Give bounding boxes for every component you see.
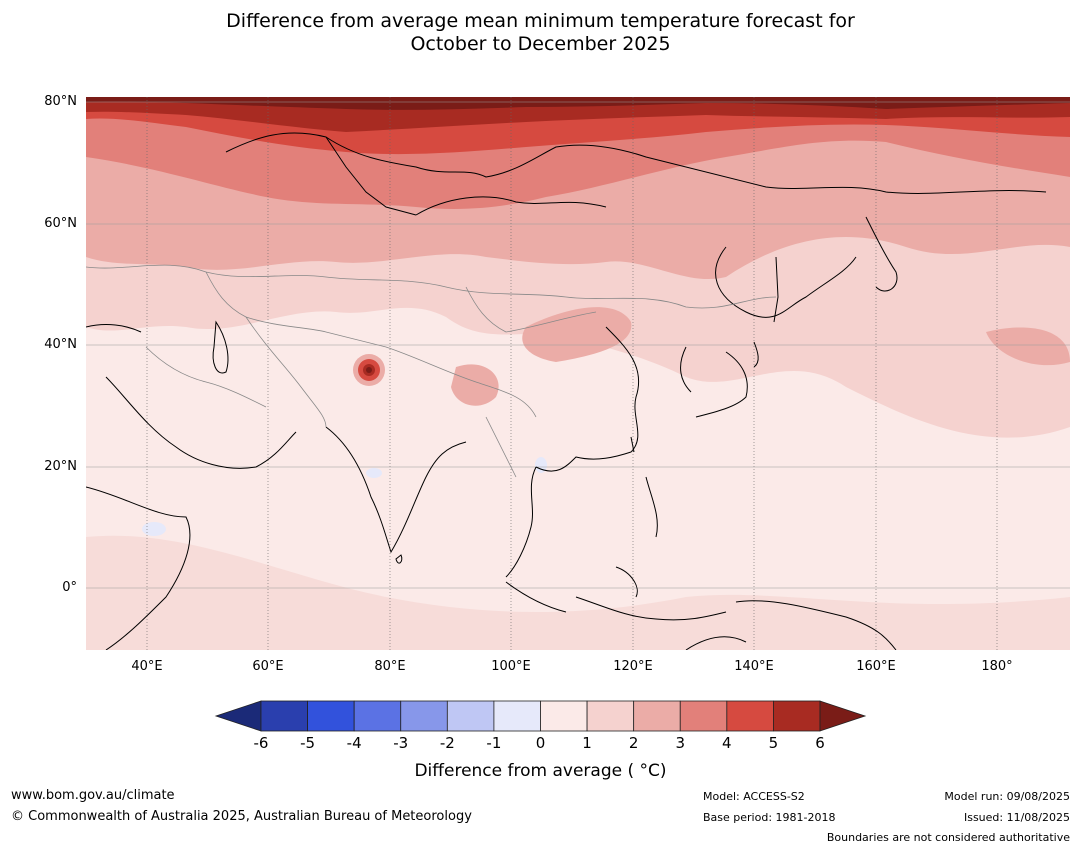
- colorbar-cell: [726, 700, 774, 732]
- lon-label-140e: 140°E: [734, 659, 774, 674]
- map-canvas: [86, 97, 1070, 650]
- colorbar-tick-label: -5: [300, 734, 316, 752]
- footer-model-run: Model run: 09/08/2025: [944, 790, 1070, 803]
- lon-label-80e: 80°E: [374, 659, 406, 674]
- colorbar-tick-label: 4: [722, 734, 732, 752]
- lon-label-100e: 100°E: [491, 659, 531, 674]
- lon-label-60e: 60°E: [252, 659, 284, 674]
- colorbar-cell: [353, 700, 402, 732]
- footer-issued: Issued: 11/08/2025: [963, 811, 1070, 824]
- title-line-2: October to December 2025: [410, 33, 671, 55]
- lat-label-20n: 20°N: [44, 459, 77, 474]
- title-line-1: Difference from average mean minimum tem…: [226, 10, 855, 32]
- colorbar-cell: [400, 700, 448, 732]
- footer-model: Model: ACCESS-S2: [703, 790, 805, 803]
- footer-disclaimer: Boundaries are not considered authoritat…: [826, 831, 1070, 844]
- colorbar-cell: [540, 700, 588, 732]
- lat-label-40n: 40°N: [44, 337, 77, 352]
- lat-label-80n: 80°N: [44, 94, 77, 109]
- colorbar-tick-label: 0: [535, 734, 546, 752]
- lon-label-160e: 160°E: [856, 659, 896, 674]
- colorbar-tick-label: 6: [815, 734, 825, 752]
- country-boundaries: [86, 264, 777, 478]
- colorbar-cell: [260, 700, 308, 732]
- coastlines: [86, 132, 1047, 650]
- anomaly-band-above-6: [86, 97, 1070, 110]
- colorbar-tick-label: -4: [346, 734, 362, 752]
- colorbar-tick-label: -6: [253, 734, 269, 752]
- colorbar-tick-label: 5: [768, 734, 779, 752]
- colorbar-cell: [773, 700, 821, 732]
- graticule: [146, 97, 998, 650]
- colorbar-tick-label: 1: [582, 734, 592, 752]
- lat-label-60n: 60°N: [44, 216, 77, 231]
- lon-label-120e: 120°E: [613, 659, 653, 674]
- colorbar-extend-low: [214, 700, 262, 732]
- footer-website: www.bom.gov.au/climate: [11, 788, 175, 803]
- colorbar-tick-label: 2: [628, 734, 639, 752]
- lat-label-0: 0°: [62, 580, 77, 595]
- lon-label-180: 180°: [981, 659, 1013, 674]
- footer-base-period: Base period: 1981-2018: [703, 811, 836, 824]
- colorbar-cell: [586, 700, 635, 732]
- colorbar-cell: [307, 700, 355, 732]
- footer-copyright: © Commonwealth of Australia 2025, Austra…: [11, 809, 472, 824]
- colorbar-cell: [633, 700, 681, 732]
- colorbar-label: Difference from average ( °C): [414, 761, 667, 781]
- colorbar-extend-high: [819, 700, 867, 732]
- forecast-map: [86, 97, 1070, 650]
- lon-label-40e: 40°E: [131, 659, 163, 674]
- colorbar-tick-label: 3: [675, 734, 686, 752]
- colorbar-tick-label: -3: [393, 734, 409, 752]
- map-title: Difference from average mean minimum tem…: [0, 10, 1081, 56]
- colorbar-cell: [493, 700, 541, 732]
- colorbar-cell: [679, 700, 728, 732]
- colorbar-tick-label: -2: [439, 734, 455, 752]
- colorbar-tick-label: -1: [486, 734, 502, 752]
- colorbar-cell: [446, 700, 495, 732]
